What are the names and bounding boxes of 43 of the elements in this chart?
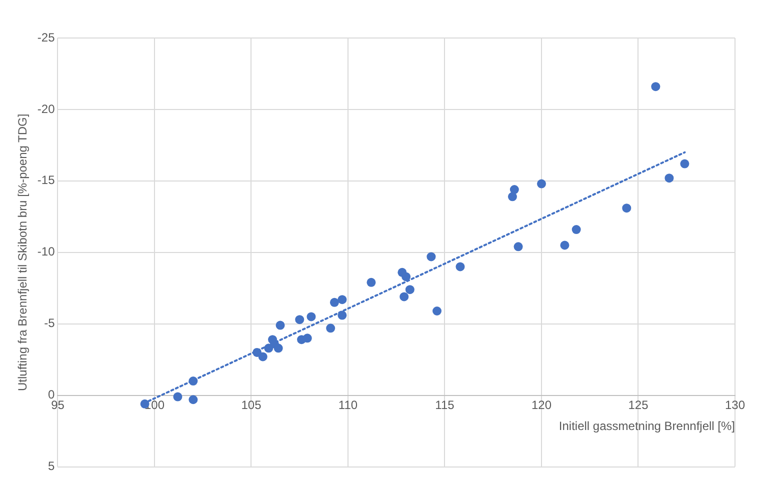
point xyxy=(188,395,198,404)
point xyxy=(258,352,268,362)
point xyxy=(680,159,690,168)
point xyxy=(330,298,339,307)
point xyxy=(402,272,411,282)
point xyxy=(514,242,523,252)
x-axis-title: Initiell gassmetning Brennfjell [%] xyxy=(558,419,735,434)
point xyxy=(537,179,546,188)
point xyxy=(664,174,674,183)
point xyxy=(295,315,304,324)
point xyxy=(651,82,660,92)
y-axis-title: Utlufting fra Brennfjell til Skibotn bru [%-poeng TDG] xyxy=(16,114,30,392)
point xyxy=(400,292,409,302)
point xyxy=(302,334,312,343)
point xyxy=(173,392,182,402)
point xyxy=(432,306,442,316)
y-tick-label: 5 xyxy=(48,459,56,474)
point xyxy=(366,278,376,287)
point xyxy=(622,204,632,213)
x-tick-label: 130 xyxy=(724,398,746,412)
y-tick-label: -15 xyxy=(37,173,56,188)
y-tick-label: -25 xyxy=(37,30,56,44)
x-tick-label: 125 xyxy=(628,398,649,412)
point xyxy=(560,240,570,250)
point xyxy=(306,312,316,322)
point xyxy=(276,320,285,330)
point xyxy=(274,344,283,353)
point xyxy=(405,285,414,294)
y-tick-label: -10 xyxy=(37,244,56,259)
point xyxy=(456,262,465,272)
y-tick-label: -5 xyxy=(44,316,56,330)
x-tick-label: 105 xyxy=(241,398,262,412)
point xyxy=(326,324,336,333)
point xyxy=(510,185,519,194)
x-tick-label: 120 xyxy=(531,398,552,412)
y-tick-label: -20 xyxy=(37,102,56,116)
point xyxy=(338,310,347,320)
point xyxy=(426,252,436,262)
point xyxy=(572,225,581,234)
x-tick-label: 110 xyxy=(338,398,358,412)
point xyxy=(188,376,198,386)
x-tick-label: 115 xyxy=(435,398,455,412)
point xyxy=(338,295,347,304)
